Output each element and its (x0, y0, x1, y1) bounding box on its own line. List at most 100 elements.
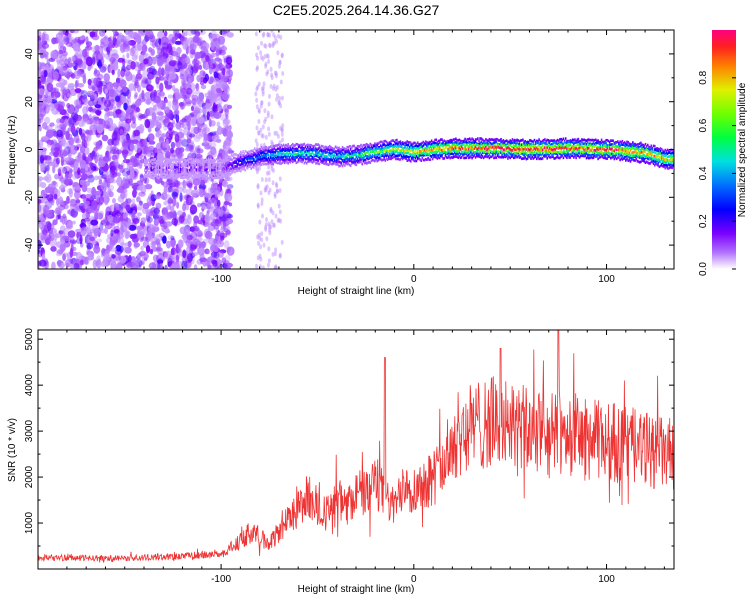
heatmap-cell (59, 118, 65, 124)
heatmap-cell (260, 86, 264, 92)
heatmap-cell (155, 202, 162, 209)
heatmap-cell (46, 82, 54, 93)
heatmap-cell (267, 170, 271, 176)
heatmap-cell (224, 164, 227, 168)
heatmap-cell (155, 76, 160, 85)
heatmap-cell (206, 111, 210, 121)
heatmap-cell (145, 245, 151, 253)
heatmap-cell (200, 45, 207, 51)
heatmap-cell (231, 164, 234, 167)
heatmap-cell (76, 79, 80, 87)
heatmap-cell (117, 252, 122, 260)
heatmap-cell (259, 244, 263, 250)
heatmap-cell (170, 235, 175, 241)
heatmap-cell (158, 215, 162, 221)
heatmap-cell (135, 73, 143, 80)
heatmap-cell (272, 222, 276, 228)
heatmap-cell (196, 188, 204, 196)
heatmap-cell (69, 247, 74, 258)
heatmap-cell (110, 123, 117, 129)
heatmap-cell (190, 166, 192, 169)
heatmap-cell (222, 176, 225, 179)
heatmap-cell (137, 202, 143, 211)
heatmap-cell (119, 129, 124, 135)
heatmap-cell (134, 50, 139, 60)
heatmap-cell (198, 243, 202, 249)
heatmap-cell (267, 126, 271, 132)
heatmap-cell (260, 177, 264, 182)
heatmap-cell (38, 203, 42, 213)
heatmap-cell (78, 119, 84, 128)
heatmap-cell (119, 167, 125, 173)
heatmap-cell (49, 122, 55, 127)
heatmap-cell (58, 51, 63, 59)
heatmap-cell (79, 160, 86, 165)
heatmap-cell (361, 162, 363, 166)
heatmap-cell (94, 175, 99, 181)
heatmap-cell (280, 131, 284, 137)
heatmap-cell (157, 250, 165, 255)
heatmap-cell (175, 141, 181, 147)
heatmap-cell (38, 88, 45, 96)
heatmap-cell (52, 219, 58, 226)
heatmap-cell (178, 102, 184, 107)
heatmap-cell (167, 55, 174, 61)
heatmap-cell (169, 147, 175, 154)
heatmap-cell (60, 86, 68, 95)
heatmap-cell (173, 114, 178, 119)
heatmap-cell (73, 70, 81, 80)
heatmap-cell (189, 244, 197, 252)
heatmap-cell (101, 134, 109, 142)
heatmap-cell (171, 119, 175, 125)
heatmap-cell (154, 194, 161, 200)
heatmap-cell (174, 133, 180, 143)
heatmap-cell (194, 145, 200, 150)
heatmap-cell (226, 246, 231, 253)
heatmap-cell (94, 209, 99, 218)
heatmap-cell (276, 218, 280, 223)
heatmap-cell (52, 142, 59, 147)
heatmap-cell (141, 77, 149, 84)
heatmap-cell (61, 136, 66, 146)
heatmap-cell (224, 175, 227, 179)
heatmap-cell (84, 140, 90, 148)
heatmap-cell (255, 52, 259, 58)
heatmap-cell (175, 150, 184, 159)
heatmap-cell (149, 56, 157, 65)
heatmap-cell (83, 204, 89, 210)
heatmap-cell (155, 247, 163, 252)
heatmap-cell (271, 210, 275, 216)
heatmap-cell (224, 201, 230, 206)
heatmap-cell (88, 252, 94, 257)
heatmap-cell (147, 233, 154, 240)
heatmap-cell (39, 259, 47, 267)
heatmap-cell (267, 131, 271, 137)
heatmap-cell (187, 182, 193, 188)
heatmap-cell (167, 100, 172, 109)
heatmap-cell (124, 30, 130, 35)
heatmap-cell (264, 185, 268, 191)
heatmap-cell (38, 30, 42, 37)
heatmap-cell (85, 56, 93, 67)
heatmap-cell (69, 258, 74, 265)
heatmap-cell (223, 225, 230, 233)
heatmap-cell (223, 139, 231, 149)
heatmap-cell (119, 32, 123, 39)
heatmap-cell (170, 141, 176, 149)
heatmap-cell (164, 80, 169, 86)
heatmap-cell (275, 84, 279, 90)
heatmap-cell (151, 244, 156, 250)
heatmap-cells (38, 30, 674, 269)
heatmap-cell (189, 43, 197, 52)
heatmap-cell (111, 254, 116, 259)
heatmap-cell (80, 71, 86, 78)
heatmap-cell (197, 127, 202, 133)
heatmap-cell (38, 199, 42, 204)
heatmap-cell (278, 59, 282, 65)
heatmap-cell (97, 175, 103, 180)
heatmap-cell (268, 230, 272, 236)
heatmap-cell (182, 249, 187, 258)
heatmap-cell (222, 118, 231, 125)
heatmap-cell (43, 176, 49, 181)
